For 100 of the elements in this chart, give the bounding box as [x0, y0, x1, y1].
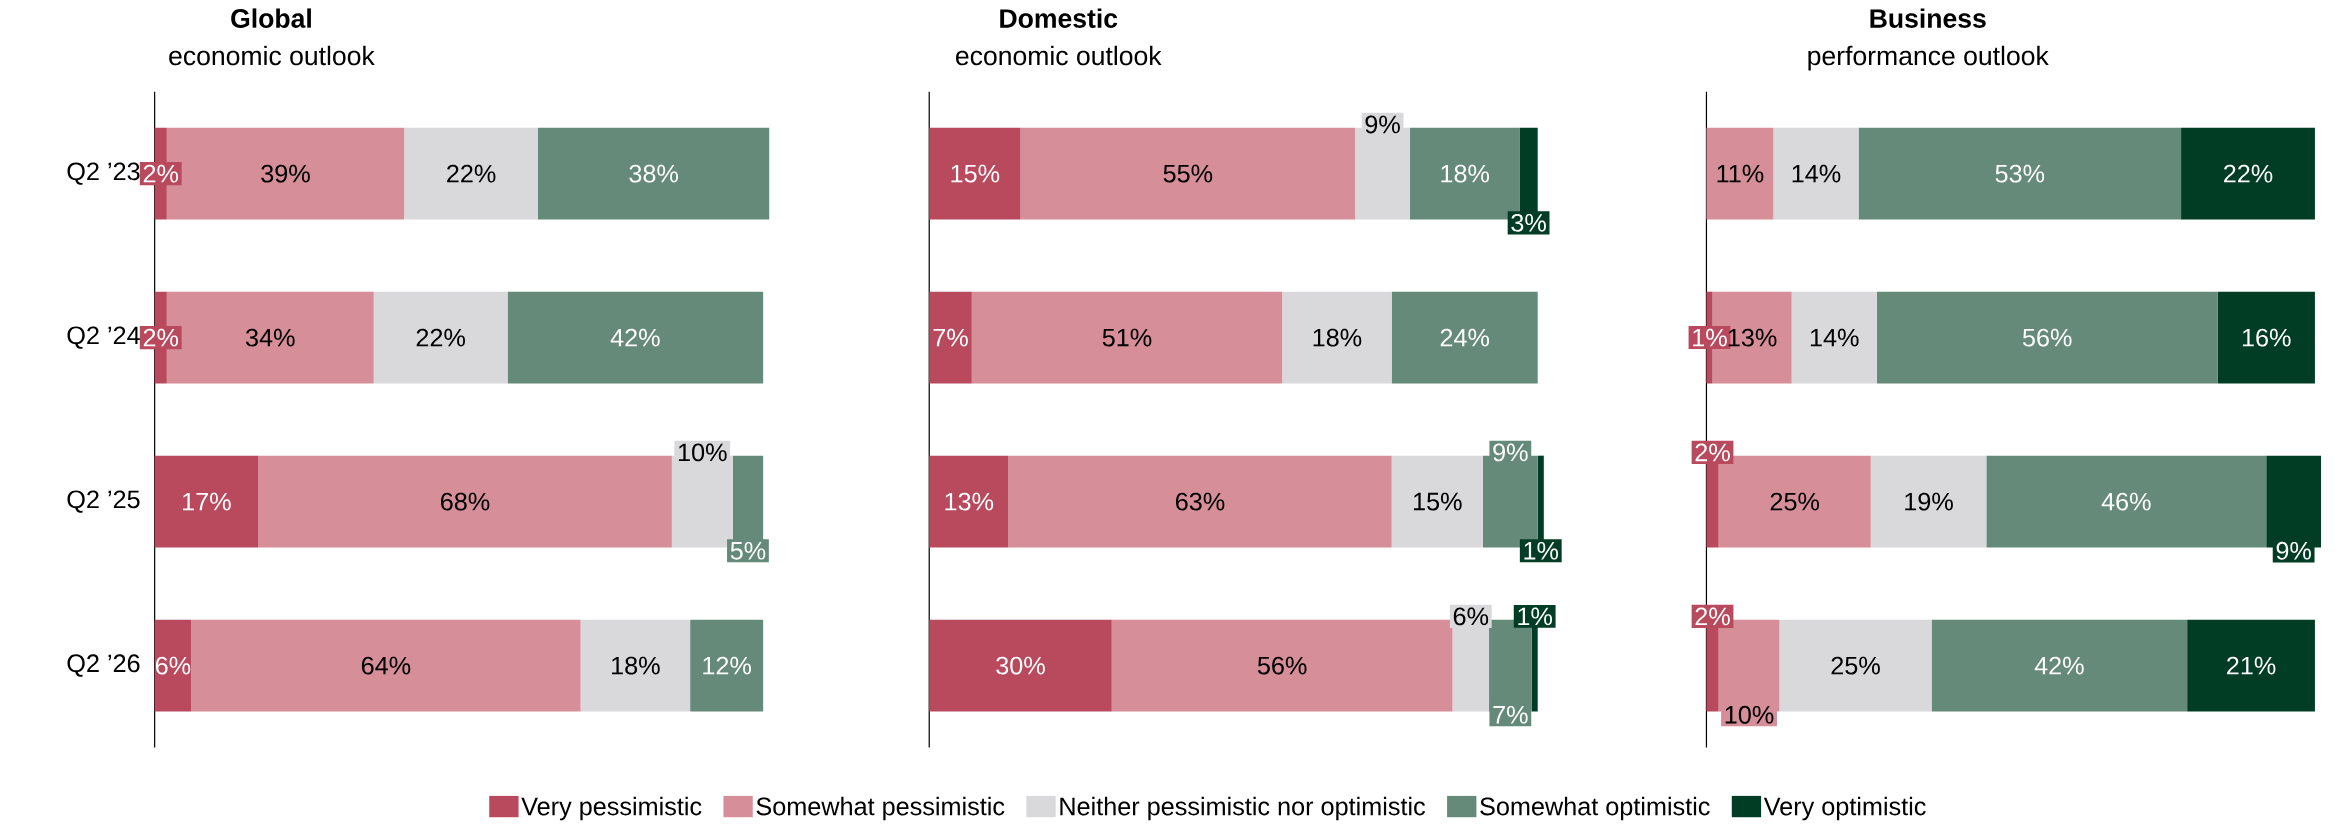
data-label: 21% — [2227, 656, 2276, 675]
data-label: 14% — [1792, 164, 1841, 183]
data-label: 3% — [1511, 213, 1546, 232]
data-label: 53% — [1995, 164, 2045, 183]
bar — [2187, 619, 2315, 712]
data-label: 15% — [951, 164, 1000, 183]
data-label: 56% — [1257, 656, 1307, 675]
bar — [690, 619, 764, 712]
data-label: 2% — [143, 164, 179, 183]
bar — [1931, 619, 2188, 712]
data-label: 17% — [183, 492, 231, 511]
bar — [971, 291, 1283, 384]
data-label: 68% — [441, 492, 490, 511]
bar — [929, 619, 1112, 712]
data-label: 1% — [1524, 542, 1559, 560]
legend-label: Neither pessimistic nor optimistic — [1060, 796, 1426, 821]
data-label: 22% — [416, 328, 465, 347]
data-label: 9% — [1493, 443, 1528, 462]
data-label: 11% — [1717, 164, 1764, 183]
bar — [154, 619, 192, 712]
data-label: 10% — [1725, 705, 1774, 724]
data-label: 24% — [1440, 328, 1490, 347]
bar — [1391, 291, 1538, 384]
data-label: 42% — [2034, 656, 2084, 675]
bar — [154, 455, 259, 548]
bar — [1791, 291, 1877, 384]
bar — [929, 127, 1021, 220]
data-label: 14% — [1810, 328, 1859, 347]
bar — [1282, 291, 1392, 384]
bar — [1008, 455, 1392, 548]
data-label: 7% — [1493, 706, 1528, 724]
data-label: 1% — [1693, 328, 1727, 347]
data-label: 16% — [2242, 328, 2291, 347]
data-label: 13% — [1728, 328, 1777, 347]
y-tick-label: Q2 ’23 — [67, 162, 140, 185]
data-label: 2% — [1695, 607, 1730, 626]
data-label: 12% — [703, 656, 751, 675]
bar — [929, 455, 1009, 548]
y-tick-label: Q2 ’25 — [67, 490, 140, 513]
data-label: 18% — [612, 656, 660, 675]
bar — [1706, 127, 1774, 220]
data-label: 6% — [1453, 607, 1489, 626]
chart-subtitle: economic outlook — [956, 45, 1162, 66]
bar — [1111, 619, 1453, 712]
data-label: 5% — [730, 541, 766, 560]
data-label: 2% — [1695, 443, 1730, 462]
bar — [258, 455, 672, 548]
y-tick-label: Q2 ’26 — [67, 654, 140, 677]
bar — [1779, 619, 1932, 712]
legend-label: Very optimistic — [1763, 796, 1926, 821]
data-label: 1% — [1518, 607, 1552, 626]
bar — [1773, 127, 1859, 220]
bar — [404, 127, 539, 220]
y-tick-label: Q2 ’24 — [67, 326, 140, 349]
data-label: 38% — [629, 164, 678, 183]
data-label: 22% — [2224, 164, 2273, 183]
chart-subtitle: economic outlook — [169, 45, 375, 66]
bar — [580, 619, 691, 712]
bar — [191, 619, 581, 712]
bar — [1858, 127, 2182, 220]
chart-title: Business — [1870, 8, 1986, 28]
data-label: 63% — [1176, 492, 1225, 511]
data-label: 56% — [2022, 328, 2072, 347]
bar — [1391, 455, 1483, 548]
data-label: 9% — [2276, 541, 2311, 560]
data-label: 25% — [1831, 656, 1880, 675]
legend-label: Very pessimistic — [521, 796, 702, 821]
data-label: 19% — [1905, 492, 1953, 511]
bar — [373, 291, 508, 384]
bar — [1986, 455, 2267, 548]
legend-label: Somewhat pessimistic — [756, 796, 1005, 821]
bar — [929, 291, 972, 384]
data-label: 51% — [1102, 328, 1152, 347]
chart-title: Global — [231, 8, 311, 28]
data-label: 10% — [678, 443, 727, 462]
data-label: 15% — [1413, 492, 1462, 511]
bar — [1876, 291, 2218, 384]
bar — [1870, 455, 1987, 548]
chart-title: Domestic — [1000, 8, 1118, 28]
data-label: 55% — [1163, 164, 1213, 183]
bar — [507, 291, 764, 384]
data-label: 64% — [361, 656, 411, 675]
data-label: 18% — [1441, 164, 1490, 183]
data-label: 9% — [1365, 115, 1400, 134]
data-label: 25% — [1770, 492, 1820, 511]
data-label: 46% — [2101, 492, 2151, 511]
legend-label: Somewhat optimistic — [1480, 796, 1710, 821]
bar — [538, 127, 770, 220]
data-label: 18% — [1313, 328, 1362, 347]
bar — [2181, 127, 2315, 220]
chart-subtitle: performance outlook — [1808, 45, 2049, 71]
data-label: 2% — [143, 328, 179, 347]
data-label: 34% — [245, 328, 295, 347]
data-label: 13% — [945, 492, 994, 511]
data-label: 30% — [996, 656, 1045, 675]
data-label: 7% — [933, 328, 968, 347]
data-label: 6% — [155, 656, 191, 675]
data-label: 22% — [447, 164, 496, 183]
data-label: 42% — [610, 328, 660, 347]
bar — [2217, 291, 2315, 384]
